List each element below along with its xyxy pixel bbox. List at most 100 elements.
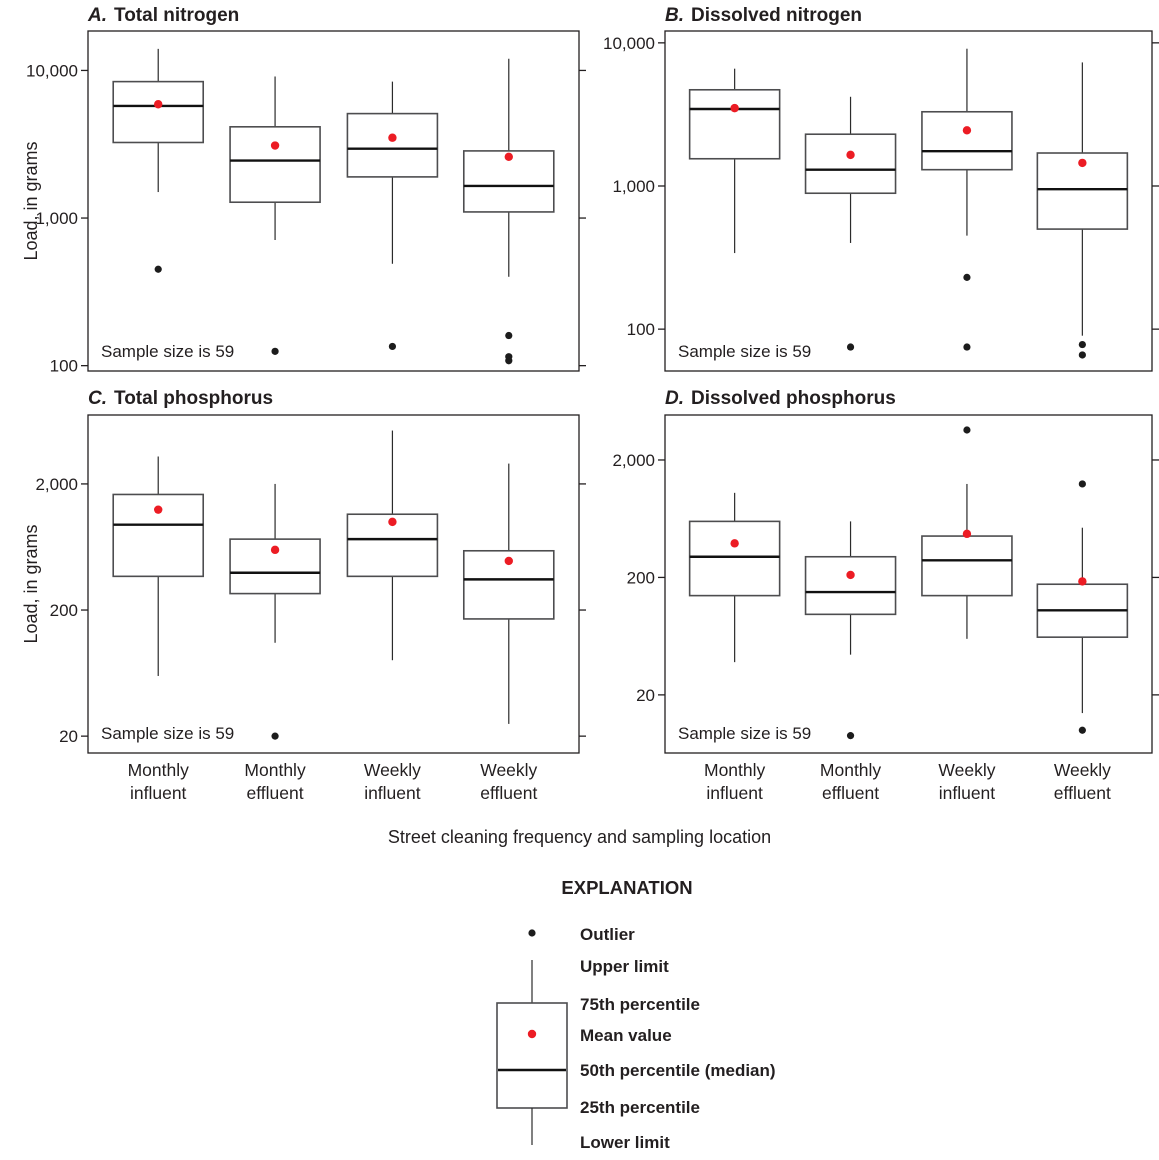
mean-dot — [846, 150, 855, 160]
legend-label-outlier: Outlier — [580, 925, 635, 944]
panel-B-ytick-label: 1,000 — [612, 177, 655, 196]
mean-dot — [1078, 577, 1087, 586]
legend-label-75th-percentile: 75th percentile — [580, 995, 700, 1014]
outlier-dot — [846, 732, 855, 740]
iqr-box — [804, 555, 897, 616]
panel-A: 100 1,000 10,000 Sample size is 59 — [26, 30, 586, 376]
outlier-dot — [963, 273, 971, 281]
category-label-line2: effluent — [1054, 783, 1111, 803]
panel-C-box-weekly-effluent — [462, 463, 555, 724]
iqr-box — [462, 150, 555, 213]
panel-C-ytick-label: 20 — [59, 727, 78, 746]
category-label-line2: influent — [706, 783, 763, 803]
outlier-dot — [963, 343, 971, 351]
panel-title-text-c: Total phosphorus — [114, 388, 274, 409]
legend-outlier-dot-icon — [528, 929, 536, 937]
panel-B-box-monthly-effluent — [804, 96, 897, 351]
outlier-dot — [1078, 726, 1086, 734]
panel-title-text-b: Dissolved nitrogen — [691, 5, 863, 26]
iqr-box — [346, 112, 439, 178]
panel-D-box-monthly-influent — [688, 492, 781, 663]
panel-C-sample-size-note: Sample size is 59 — [101, 724, 234, 743]
panel-D-sample-size-note: Sample size is 59 — [678, 724, 811, 743]
mean-dot — [730, 103, 739, 113]
outlier-dot — [846, 343, 855, 351]
panel-B: 100 1,000 10,000 Sample size is 59 — [603, 30, 1159, 372]
mean-dot — [1078, 158, 1087, 168]
panel-D-ytick-label: 2,000 — [612, 451, 655, 470]
panel-B-sample-size-note: Sample size is 59 — [678, 342, 811, 361]
panel-A-sample-size-note: Sample size is 59 — [101, 342, 234, 361]
mean-dot — [388, 133, 397, 142]
panel-D-frame — [664, 414, 1153, 754]
category-label-line1: Monthly — [128, 760, 190, 780]
panel-A-box-monthly-effluent — [229, 76, 321, 355]
panel-C-ytick-label: 2,000 — [35, 475, 78, 494]
panel-B-ytick-label: 10,000 — [603, 34, 655, 53]
category-label-line2: influent — [364, 783, 421, 803]
panel-B-box-monthly-influent — [688, 68, 781, 254]
category-label-line2: effluent — [822, 783, 879, 803]
category-label-line2: influent — [130, 783, 187, 803]
panel-title-d: D. Dissolved phosphorus — [665, 388, 896, 410]
panel-B-frame — [664, 30, 1153, 372]
panel-D-ytick-label: 200 — [627, 568, 655, 587]
panel-C-box-monthly-effluent — [229, 483, 321, 740]
outlier-dot — [1078, 351, 1086, 359]
panel-C-frame — [87, 414, 580, 754]
iqr-box — [804, 133, 897, 195]
legend-label-upper-limit: Upper limit — [580, 957, 669, 976]
iqr-box — [921, 110, 1013, 171]
outlier-dot — [1078, 480, 1086, 488]
outlier-dot — [388, 342, 397, 351]
panel-title-b: B. Dissolved nitrogen — [665, 5, 862, 27]
panel-B-box-weekly-effluent — [1036, 62, 1129, 359]
mean-dot — [154, 100, 163, 109]
category-label-line1: Monthly — [244, 760, 306, 780]
iqr-box — [921, 535, 1013, 597]
mean-dot — [504, 556, 513, 566]
legend-label-median: 50th percentile (median) — [580, 1061, 776, 1080]
iqr-box — [688, 88, 781, 160]
mean-dot — [962, 529, 972, 539]
category-label-line2: effluent — [480, 783, 537, 803]
panel-title-a: A. Total nitrogen — [88, 5, 239, 27]
mean-dot — [154, 505, 163, 514]
panel-A-box-monthly-influent — [112, 48, 205, 273]
category-label-line1: Weekly — [938, 760, 995, 780]
x-axis-label: Street cleaning frequency and sampling l… — [387, 827, 772, 847]
legend-label-mean-value: Mean value — [580, 1026, 672, 1045]
panel-title-c: C. Total phosphorus — [88, 388, 273, 410]
mean-dot — [730, 539, 739, 548]
outlier-dot — [1078, 340, 1086, 349]
legend-mean-dot-icon — [527, 1029, 537, 1039]
outlier-dot — [505, 357, 513, 365]
category-label-line2: effluent — [247, 783, 304, 803]
panel-letter-a: A. — [88, 5, 107, 26]
panel-C: 20 200 2,000 Sample size is 59 — [35, 414, 586, 754]
legend-box-icon — [496, 1002, 568, 1109]
mean-dot — [270, 545, 280, 555]
category-label-line1: Weekly — [364, 760, 421, 780]
legend-label-25th-percentile: 25th percentile — [580, 1098, 700, 1117]
outlier-dot — [963, 426, 971, 434]
panel-A-box-weekly-influent — [346, 81, 439, 351]
category-label-line1: Weekly — [1054, 760, 1111, 780]
mean-dot — [270, 141, 280, 150]
legend-heading: EXPLANATION — [561, 877, 693, 898]
category-label-line2: influent — [939, 783, 996, 803]
panel-title-text-d: Dissolved phosphorus — [691, 388, 896, 409]
outlier-dot — [271, 347, 279, 355]
outlier-dot — [505, 331, 513, 340]
panel-C-box-weekly-influent — [346, 430, 439, 661]
outlier-dot — [271, 732, 279, 740]
iqr-box — [229, 538, 321, 595]
panel-letter-d: D. — [665, 388, 684, 409]
panel-letter-b: B. — [665, 5, 684, 26]
panel-A-ytick-label: 1,000 — [35, 209, 78, 228]
outlier-dot — [154, 265, 162, 273]
panel-A-ytick-label: 100 — [50, 357, 78, 376]
category-label-line1: Monthly — [820, 760, 882, 780]
